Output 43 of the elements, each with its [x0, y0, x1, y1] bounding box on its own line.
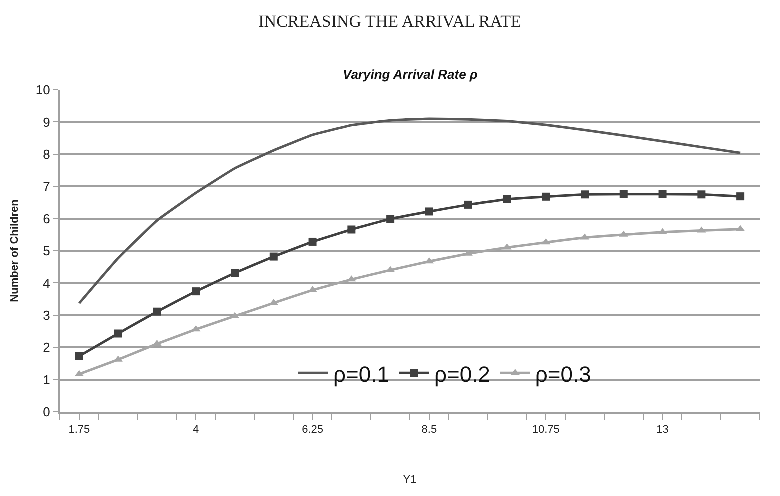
legend-label: ρ=0.1: [334, 362, 390, 387]
x-tick-label: 8.5: [422, 424, 438, 436]
y-tick-label: 5: [43, 244, 50, 259]
y-tick-label: 3: [43, 308, 50, 323]
point: [425, 208, 434, 216]
point: [503, 195, 512, 204]
point: [348, 226, 356, 234]
y-tick-label: 9: [43, 114, 50, 130]
point: [464, 200, 472, 209]
x-tick-label: 10.75: [532, 424, 560, 436]
x-tick-label: 6.25: [302, 424, 324, 436]
point: [736, 192, 745, 201]
x-tick-label: 13: [656, 424, 669, 436]
y-tick-label: 0: [43, 404, 50, 420]
y-tick-label: 10: [36, 82, 50, 98]
x-tick-label: 4: [193, 424, 200, 436]
y-tick-label: 2: [43, 340, 50, 356]
point: [698, 190, 706, 199]
point: [658, 190, 667, 198]
y-tick-label: 7: [43, 179, 50, 194]
y-tick-label: 8: [43, 146, 50, 162]
point: [153, 308, 162, 316]
point: [192, 288, 200, 296]
point: [114, 330, 122, 338]
point: [231, 269, 239, 278]
point: [620, 190, 628, 198]
x-axis-title: Y1: [403, 474, 417, 486]
point: [308, 238, 317, 246]
y-axis-title: Number of Children: [9, 199, 22, 302]
point: [386, 215, 395, 224]
y-tick-label: 4: [43, 276, 50, 291]
x-tick-label: 1.75: [68, 424, 90, 436]
y-tick-label: 1: [43, 372, 50, 388]
chart-title: INCREASING THE ARRIVAL RATE: [258, 12, 522, 31]
y-tick-label: 6: [43, 211, 50, 226]
line-series: [78, 118, 742, 305]
point: [270, 252, 278, 261]
point: [542, 192, 550, 201]
chart-subtitle: Varying Arrival Rate ρ: [343, 67, 478, 82]
point: [581, 190, 589, 199]
legend-label: ρ=0.3: [535, 362, 592, 387]
legend-label: ρ=0.2: [434, 362, 490, 387]
point: [75, 352, 84, 360]
